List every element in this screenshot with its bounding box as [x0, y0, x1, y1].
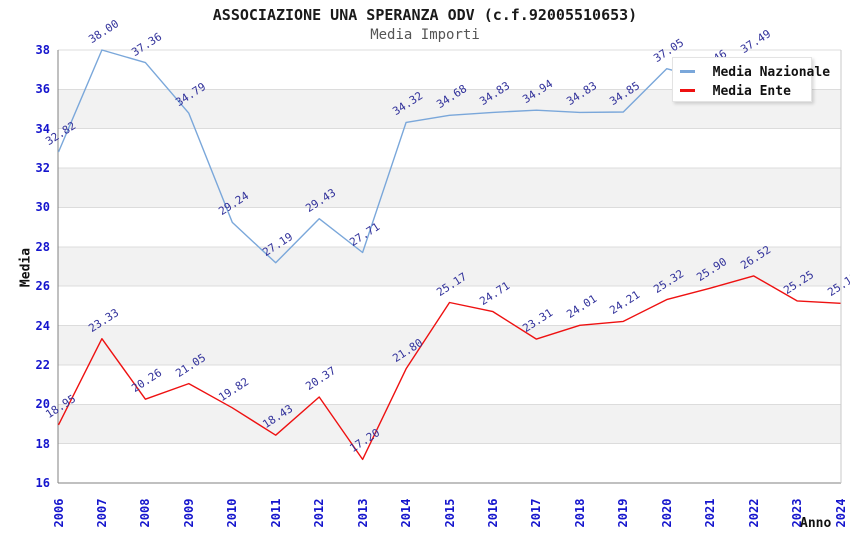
x-axis-title: Anno [800, 516, 832, 531]
y-tick-label: 24 [35, 318, 50, 333]
x-tick-label: 2017 [529, 498, 544, 528]
y-tick-label: 34 [35, 121, 50, 136]
x-tick-label: 2006 [51, 498, 66, 528]
y-tick-label: 32 [35, 161, 50, 176]
series-line-ente [57, 275, 841, 461]
y-tick-label: 26 [35, 279, 50, 294]
y-axis-title: Media [18, 247, 34, 288]
x-tick-label: 2007 [94, 498, 109, 528]
plot-band [58, 168, 841, 208]
y-tick-label: 16 [35, 476, 50, 490]
y-tick-label: 30 [35, 200, 50, 215]
x-tick-label: 2019 [616, 498, 631, 528]
y-tick-label: 22 [35, 357, 50, 372]
x-tick-label: 2009 [181, 498, 196, 528]
x-tick-label: 2024 [833, 498, 848, 528]
legend-label-nazionale: Media Nazionale [712, 64, 831, 80]
x-tick-label: 2020 [659, 498, 674, 528]
plot-band [58, 404, 841, 444]
series-line-nazionale [57, 49, 754, 264]
legend-item-nazionale: Media Nazionale [680, 64, 830, 80]
x-tick-label: 2010 [225, 498, 240, 528]
x-tick-label: 2018 [572, 498, 587, 528]
ente-line-swatch-icon [680, 89, 695, 92]
x-tick-label: 2022 [746, 498, 761, 528]
x-tick-label: 2016 [485, 498, 500, 528]
x-tick-label: 2013 [355, 498, 370, 528]
chart-subtitle: Media Importi [370, 27, 480, 43]
x-tick-label: 2008 [138, 498, 153, 528]
nazionale-line-swatch-icon [680, 70, 695, 73]
legend-box: Media Nazionale Media Ente [672, 57, 830, 102]
y-tick-label: 36 [35, 82, 50, 97]
x-tick-label: 2021 [703, 498, 718, 528]
x-tick-label: 2015 [442, 498, 457, 528]
y-tick-label: 38 [35, 43, 50, 57]
x-tick-label: 2011 [268, 498, 283, 528]
y-tick-label: 20 [35, 397, 50, 412]
plot-band [58, 325, 841, 365]
y-tick-label: 28 [35, 239, 50, 254]
x-tick-label: 2014 [399, 498, 414, 528]
plot-band [58, 246, 841, 287]
x-tick-label: 2012 [312, 498, 327, 528]
legend-item-ente: Media Ente [680, 83, 811, 99]
legend-label-ente: Media Ente [712, 83, 791, 99]
y-tick-label: 18 [35, 436, 50, 451]
chart-title: ASSOCIAZIONE UNA SPERANZA ODV (c.f.92005… [212, 6, 638, 24]
